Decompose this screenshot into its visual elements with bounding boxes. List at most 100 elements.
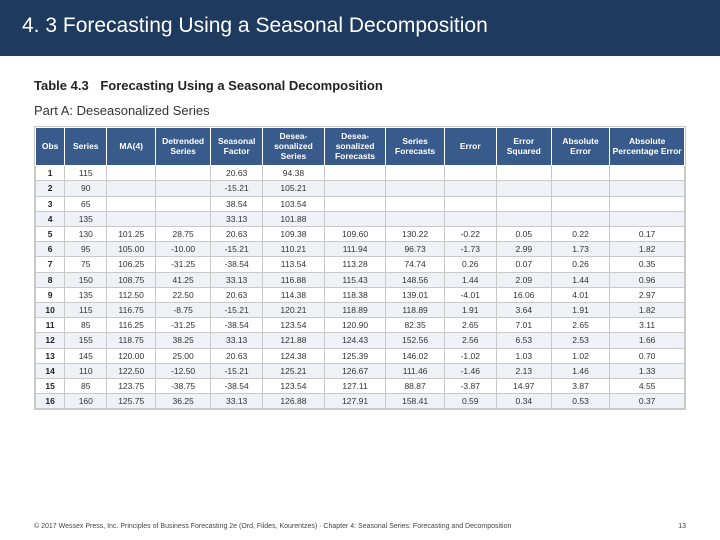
table-cell [496,211,551,226]
table-cell: 0.59 [444,394,496,409]
table-cell: 20.63 [211,227,263,242]
table-header-cell: Obs [36,128,65,166]
table-cell: 111.94 [324,242,386,257]
table-cell: 160 [65,394,107,409]
table-cell: 105.00 [107,242,156,257]
table-cell: -38.54 [211,318,263,333]
table-cell: 115 [65,302,107,317]
content-area: Table 4.3 Forecasting Using a Seasonal D… [0,56,720,410]
table-cell: 38.25 [156,333,211,348]
footer-page-number: 13 [678,523,686,530]
table-cell: 5 [36,227,65,242]
table-cell: 3.11 [610,318,685,333]
table-cell: 0.07 [496,257,551,272]
table-cell: 152.56 [386,333,444,348]
table-cell: -15.21 [211,242,263,257]
table-cell: 0.37 [610,394,685,409]
table-header-cell: Seasonal Factor [211,128,263,166]
table-cell: 0.05 [496,227,551,242]
table-cell: 118.89 [324,302,386,317]
table-cell: 116.75 [107,302,156,317]
table-cell: 124.38 [263,348,325,363]
table-row: 111520.6394.38 [36,166,685,181]
table-row: 36538.54103.54 [36,196,685,211]
table-cell: 118.38 [324,287,386,302]
table-header-cell: Series Forecasts [386,128,444,166]
table-cell [324,196,386,211]
table-cell: 33.13 [211,272,263,287]
table-cell: 120.21 [263,302,325,317]
table-row: 775106.25-31.25-38.54113.54113.2874.740.… [36,257,685,272]
table-cell: 11 [36,318,65,333]
table-cell [386,166,444,181]
table-cell: 115.43 [324,272,386,287]
table-cell: 2.99 [496,242,551,257]
table-cell: 116.25 [107,318,156,333]
table-cell [156,181,211,196]
table-caption: Table 4.3 Forecasting Using a Seasonal D… [34,78,686,93]
slide: 4. 3 Forecasting Using a Seasonal Decomp… [0,0,720,540]
table-cell: 22.50 [156,287,211,302]
table-cell: 85 [65,318,107,333]
table-row: 16160125.7536.2533.13126.88127.91158.410… [36,394,685,409]
table-cell [107,181,156,196]
table-cell [496,181,551,196]
table-cell: 2.97 [610,287,685,302]
table-cell [156,166,211,181]
table-cell: 1.73 [551,242,609,257]
table-cell: 0.17 [610,227,685,242]
table-cell: 122.50 [107,363,156,378]
table-cell [551,196,609,211]
table-cell: 123.75 [107,378,156,393]
table-cell: 1.46 [551,363,609,378]
table-cell: 2.13 [496,363,551,378]
table-cell: 7.01 [496,318,551,333]
table-cell: 127.91 [324,394,386,409]
table-cell: 110.21 [263,242,325,257]
table-cell: 85 [65,378,107,393]
table-cell: -38.75 [156,378,211,393]
table-cell: -8.75 [156,302,211,317]
table-header-row: ObsSeriesMA(4)Detrended SeriesSeasonal F… [36,128,685,166]
table-cell: 6.53 [496,333,551,348]
table-cell [156,211,211,226]
table-cell: 8 [36,272,65,287]
table-cell: 126.67 [324,363,386,378]
table-header-cell: Desea-sonalized Series [263,128,325,166]
table-cell: 7 [36,257,65,272]
table-cell: 126.88 [263,394,325,409]
table-cell [551,166,609,181]
table-row: 1585123.75-38.75-38.54123.54127.1188.87-… [36,378,685,393]
table-cell: 74.74 [386,257,444,272]
table-cell: 1.66 [610,333,685,348]
table-cell [551,211,609,226]
table-row: 8150108.7541.2533.13116.88115.43148.561.… [36,272,685,287]
table-part-label: Part A: Deseasonalized Series [34,103,686,118]
table-cell: 0.35 [610,257,685,272]
footer-copyright: © 2017 Wessex Press, Inc. Principles of … [34,523,511,530]
table-cell [610,196,685,211]
table-cell [444,196,496,211]
table-cell: 111.46 [386,363,444,378]
table-cell: 4.55 [610,378,685,393]
table-cell [610,211,685,226]
table-cell: 1 [36,166,65,181]
table-header-cell: Error [444,128,496,166]
table-cell: 146.02 [386,348,444,363]
table-cell: 88.87 [386,378,444,393]
table-cell: 90 [65,181,107,196]
table-row: 13145120.0025.0020.63124.38125.39146.02-… [36,348,685,363]
table-cell: 145 [65,348,107,363]
table-cell: 123.54 [263,378,325,393]
table-cell: -31.25 [156,318,211,333]
table-cell: 130.22 [386,227,444,242]
table-cell [444,166,496,181]
table-cell: 0.96 [610,272,685,287]
table-cell: 2 [36,181,65,196]
table-cell [324,211,386,226]
table-cell: 158.41 [386,394,444,409]
table-cell: 2.53 [551,333,609,348]
table-cell: -4.01 [444,287,496,302]
table-header-cell: Absolute Percentage Error [610,128,685,166]
table-cell: 135 [65,287,107,302]
